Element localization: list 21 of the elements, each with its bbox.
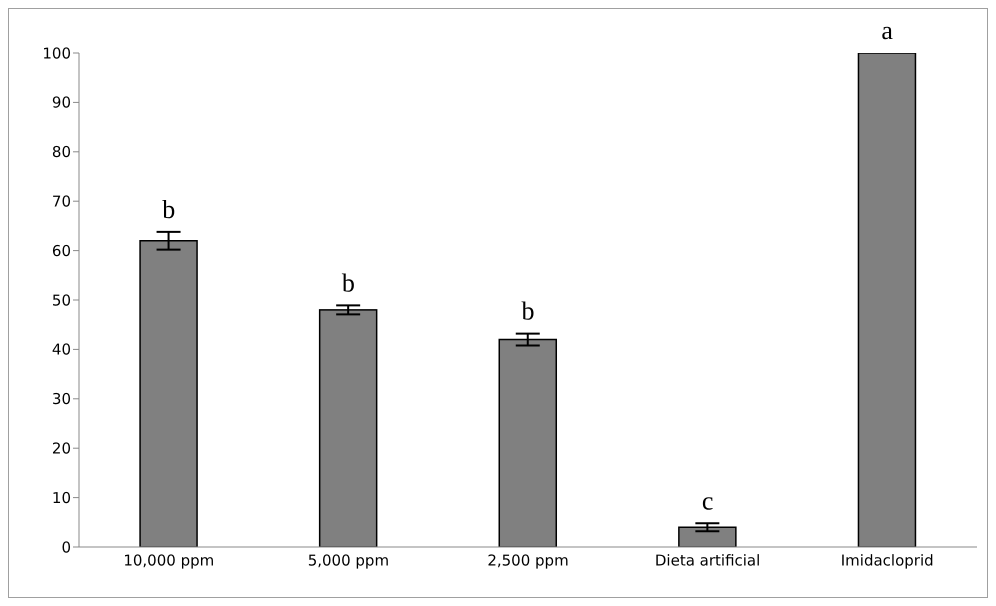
y-tick-label: 50 (52, 291, 71, 310)
x-tick-label: 2,500 ppm (487, 552, 569, 570)
x-tick-label: 5,000 ppm (308, 552, 390, 570)
annotation: b (162, 194, 176, 224)
x-tick-label: 10,000 ppm (123, 552, 214, 570)
y-tick-label: 80 (52, 143, 71, 162)
annotation: b (342, 268, 355, 298)
annotation: b (522, 296, 534, 326)
annotation: c (702, 486, 714, 516)
y-tick-label: 10 (52, 488, 71, 507)
y-tick-label: 90 (52, 94, 71, 112)
y-tick-label: 20 (52, 440, 71, 458)
x-tick-label: Imidacloprid (840, 552, 934, 570)
annotation: a (881, 16, 894, 45)
y-tick-label: 40 (52, 340, 71, 359)
y-tick-label: 100 (42, 44, 71, 62)
y-tick-label: 70 (52, 192, 71, 211)
y-tick-label: 0 (61, 538, 71, 556)
y-tick-label: 30 (52, 390, 71, 408)
x-tick-label: Dieta artificial (654, 552, 760, 570)
y-tick-label: 60 (52, 242, 71, 260)
